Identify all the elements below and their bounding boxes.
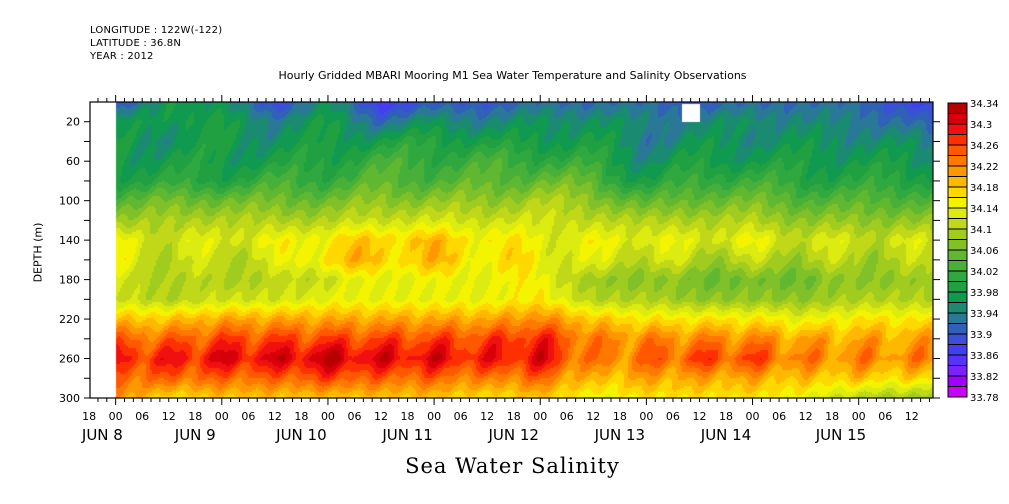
colorbar-swatch: [947, 302, 968, 314]
colorbar-swatch: [947, 312, 968, 324]
colorbar-label: 34.26: [970, 141, 999, 152]
x-tick-label: 18: [613, 410, 627, 423]
colorbar-label: 33.94: [970, 309, 999, 320]
x-tick-label: 06: [878, 410, 892, 423]
plot-frame: [89, 101, 934, 399]
x-date-label: JUN 11: [381, 426, 432, 444]
x-tick-label: 06: [560, 410, 574, 423]
colorbar-swatch: [947, 249, 968, 261]
x-tick-label: 00: [109, 410, 123, 423]
x-date-label: JUN 12: [487, 426, 538, 444]
colorbar-swatch: [947, 186, 968, 198]
x-tick-label: 18: [82, 410, 96, 423]
year-label: YEAR : 2012: [90, 51, 154, 62]
x-tick-label: 12: [692, 410, 706, 423]
colorbar-label: 34.22: [970, 162, 999, 173]
colorbar-swatch: [947, 228, 968, 240]
colorbar-swatch: [947, 155, 968, 167]
x-tick-label: 00: [533, 410, 547, 423]
colorbar-swatch: [947, 165, 968, 177]
x-tick-label: 12: [268, 410, 282, 423]
y-tick-label: 180: [59, 274, 80, 287]
colorbar-swatch: [947, 344, 968, 356]
x-tick-label: 12: [586, 410, 600, 423]
y-tick-label: 220: [59, 313, 80, 326]
x-date-label: JUN 15: [815, 426, 866, 444]
colorbar-label: 33.78: [970, 393, 999, 404]
colorbar-label: 34.18: [970, 183, 999, 194]
colorbar-label: 34.1: [970, 225, 992, 236]
salinity-contour-field: [90, 102, 933, 398]
x-tick-label: 06: [135, 410, 149, 423]
colorbar-swatch: [947, 323, 968, 335]
x-tick-label: 00: [639, 410, 653, 423]
x-date-label: JUN 9: [174, 426, 216, 444]
x-tick-label: 18: [507, 410, 521, 423]
x-tick-label: 00: [427, 410, 441, 423]
x-tick-label: 06: [241, 410, 255, 423]
x-tick-label: 12: [374, 410, 388, 423]
colorbar-swatch: [947, 270, 968, 282]
x-tick-label: 00: [321, 410, 335, 423]
x-date-label: JUN 14: [700, 426, 751, 444]
colorbar-swatch: [947, 102, 968, 114]
colorbar-label: 33.86: [970, 351, 999, 362]
x-tick-label: 18: [719, 410, 733, 423]
x-tick-label: 18: [825, 410, 839, 423]
y-tick-label: 300: [59, 392, 80, 405]
colorbar-swatch: [947, 123, 968, 135]
x-tick-label: 06: [772, 410, 786, 423]
y-tick-label: 260: [59, 353, 80, 366]
x-date-label: JUN 10: [275, 426, 326, 444]
colorbar-swatch: [947, 218, 968, 230]
colorbar-label: 34.14: [970, 204, 999, 215]
colorbar-label: 33.9: [970, 330, 992, 341]
x-tick-label: 18: [188, 410, 202, 423]
colorbar-swatch: [947, 239, 968, 251]
x-tick-label: 18: [294, 410, 308, 423]
x-date-label: JUN 13: [594, 426, 645, 444]
colorbar-swatch: [947, 354, 968, 366]
colorbar-label: 34.34: [970, 99, 999, 110]
colorbar-label: 34.3: [970, 120, 992, 131]
x-tick-label: 18: [401, 410, 415, 423]
colorbar-swatch: [947, 144, 968, 156]
latitude-label: LATITUDE : 36.8N: [90, 38, 182, 49]
y-tick-label: 100: [59, 195, 80, 208]
y-tick-label: 20: [66, 116, 80, 129]
x-date-label: JUN 8: [81, 426, 123, 444]
colorbar-swatch: [947, 260, 968, 272]
colorbar-label: 33.82: [970, 372, 999, 383]
x-tick-label: 00: [215, 410, 229, 423]
x-tick-label: 06: [666, 410, 680, 423]
x-tick-label: 06: [454, 410, 468, 423]
x-tick-label: 00: [852, 410, 866, 423]
x-tick-label: 06: [347, 410, 361, 423]
colorbar-swatch: [947, 291, 968, 303]
colorbar-swatch: [947, 197, 968, 209]
colorbar-label: 34.06: [970, 246, 999, 257]
x-tick-label: 12: [799, 410, 813, 423]
colorbar-swatch: [947, 375, 968, 387]
x-tick-label: 12: [480, 410, 494, 423]
x-tick-label: 00: [746, 410, 760, 423]
colorbar-swatch: [947, 365, 968, 377]
y-tick-label: 140: [59, 234, 80, 247]
chart-title: Hourly Gridded MBARI Mooring M1 Sea Wate…: [278, 69, 747, 82]
colorbar-swatch: [947, 176, 968, 188]
colorbar-label: 33.98: [970, 288, 999, 299]
y-tick-label: 60: [66, 155, 80, 168]
colorbar-swatch: [947, 134, 968, 146]
x-axis-title: Sea Water Salinity: [405, 454, 620, 478]
colorbar-swatch: [947, 113, 968, 125]
longitude-label: LONGITUDE : 122W(-122): [90, 25, 223, 36]
colorbar-label: 34.02: [970, 267, 999, 278]
colorbar-swatch: [947, 281, 968, 293]
x-tick-label: 12: [162, 410, 176, 423]
colorbar-swatch: [947, 333, 968, 345]
x-tick-label: 12: [905, 410, 919, 423]
colorbar-swatch: [947, 207, 968, 219]
colorbar-swatch: [947, 386, 968, 398]
